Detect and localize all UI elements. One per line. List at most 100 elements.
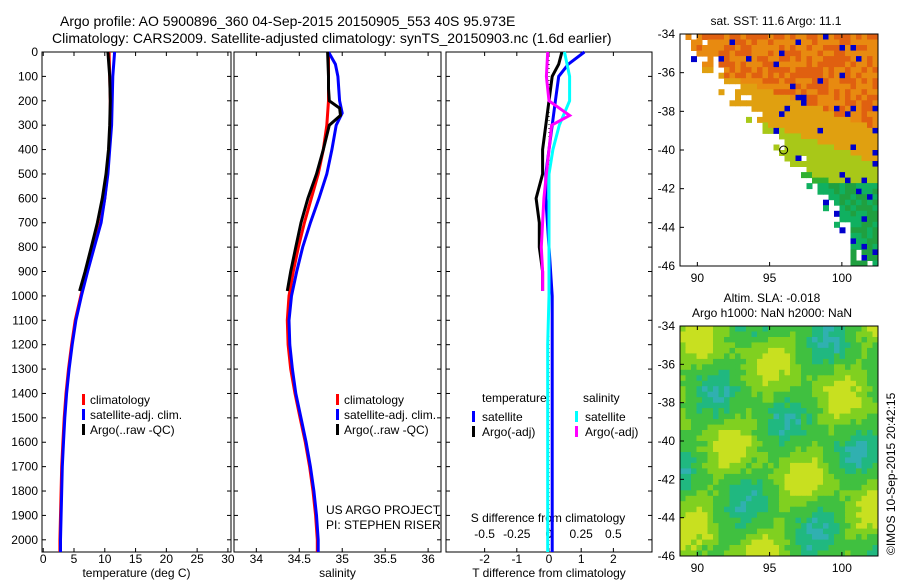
map-cell	[773, 419, 780, 426]
x-tick-label: -2	[479, 552, 490, 566]
map-cell	[735, 380, 741, 387]
map-cell	[713, 39, 719, 46]
map-cell	[779, 50, 785, 57]
map-cell	[696, 353, 703, 360]
map-cell	[691, 342, 697, 349]
map-cell	[839, 353, 846, 360]
map-cell	[691, 56, 697, 63]
map-cell	[691, 380, 697, 387]
map-cell	[867, 375, 873, 382]
map-cell	[834, 172, 840, 179]
map-cell	[850, 347, 857, 354]
map-cell	[795, 61, 802, 68]
map-cell	[779, 435, 785, 442]
map-cell	[768, 419, 774, 426]
map-cell	[696, 490, 703, 497]
map-cell	[773, 144, 780, 151]
map-cell	[746, 408, 752, 415]
map-cell	[801, 358, 807, 365]
map-cell	[850, 457, 857, 464]
map-cell	[707, 67, 714, 74]
map-cell	[806, 347, 813, 354]
map-cell	[867, 347, 873, 354]
y-tick-label: -46	[658, 259, 676, 273]
map-cell	[828, 473, 835, 480]
map-cell	[817, 479, 824, 486]
map-cell	[834, 473, 840, 480]
map-cell	[828, 39, 835, 46]
map-cell	[856, 210, 862, 217]
map-cell	[795, 495, 802, 502]
x-tick-label: 15	[129, 552, 143, 566]
map-cell	[872, 34, 879, 40]
map-cell	[713, 326, 719, 332]
map-cell	[718, 446, 725, 453]
map-cell	[768, 523, 774, 530]
map-cell	[801, 161, 807, 167]
map-cell	[746, 50, 752, 57]
map-cell	[839, 441, 846, 447]
map-cell	[828, 139, 835, 145]
map-cell	[762, 56, 769, 63]
map-cell	[806, 337, 813, 343]
map-cell	[702, 495, 708, 502]
map-cell	[850, 45, 857, 51]
map-cell	[823, 539, 829, 546]
map-cell	[768, 391, 774, 398]
map-cell	[718, 380, 725, 387]
map-cell	[680, 534, 686, 541]
map-cell	[801, 61, 807, 68]
map-cell	[850, 111, 857, 118]
map-cell	[696, 523, 703, 530]
y-tick-label: 1400	[11, 386, 38, 400]
map-cell	[762, 94, 769, 101]
map-cell	[751, 326, 758, 332]
map-cell	[834, 408, 840, 415]
map-cell	[867, 255, 873, 261]
map-cell	[735, 446, 741, 453]
map-cell	[724, 34, 730, 40]
map-cell	[817, 391, 824, 398]
map-cell	[823, 100, 829, 107]
map-cell	[757, 89, 763, 96]
map-cell	[724, 441, 730, 447]
map-cell	[817, 353, 824, 360]
map-cell	[691, 331, 697, 338]
map-cell	[718, 479, 725, 486]
map-cell	[850, 358, 857, 365]
map-cell	[779, 495, 785, 502]
map-cell	[812, 441, 818, 447]
map-cell	[806, 484, 813, 491]
map-cell	[861, 116, 868, 123]
map-cell	[680, 369, 686, 376]
map-cell	[680, 402, 686, 409]
map-cell	[735, 45, 741, 51]
map-cell	[834, 402, 840, 409]
map-cell	[735, 468, 741, 475]
map-cell	[784, 116, 791, 123]
map-cell	[839, 402, 846, 409]
map-cell	[691, 375, 697, 382]
map-cell	[812, 397, 818, 404]
map-cell	[861, 111, 868, 118]
map-cell	[795, 133, 802, 140]
map-cell	[801, 100, 807, 107]
map-cell	[861, 397, 868, 404]
map-cell	[685, 408, 692, 415]
map-cell	[762, 116, 769, 123]
map-cell	[817, 369, 824, 376]
y-tick-label: -34	[658, 319, 676, 333]
map-cell	[839, 199, 846, 206]
map-cell	[834, 155, 840, 162]
map-cell	[773, 45, 780, 51]
map-cell	[812, 534, 818, 541]
map-cell	[856, 512, 862, 519]
map-cell	[762, 364, 769, 371]
map-cell	[856, 353, 862, 360]
map-cell	[801, 397, 807, 404]
x-tick-label: 95	[763, 271, 777, 285]
map-cell	[823, 375, 829, 382]
map-cell	[801, 342, 807, 349]
map-cell	[872, 435, 879, 442]
map-cell	[746, 490, 752, 497]
